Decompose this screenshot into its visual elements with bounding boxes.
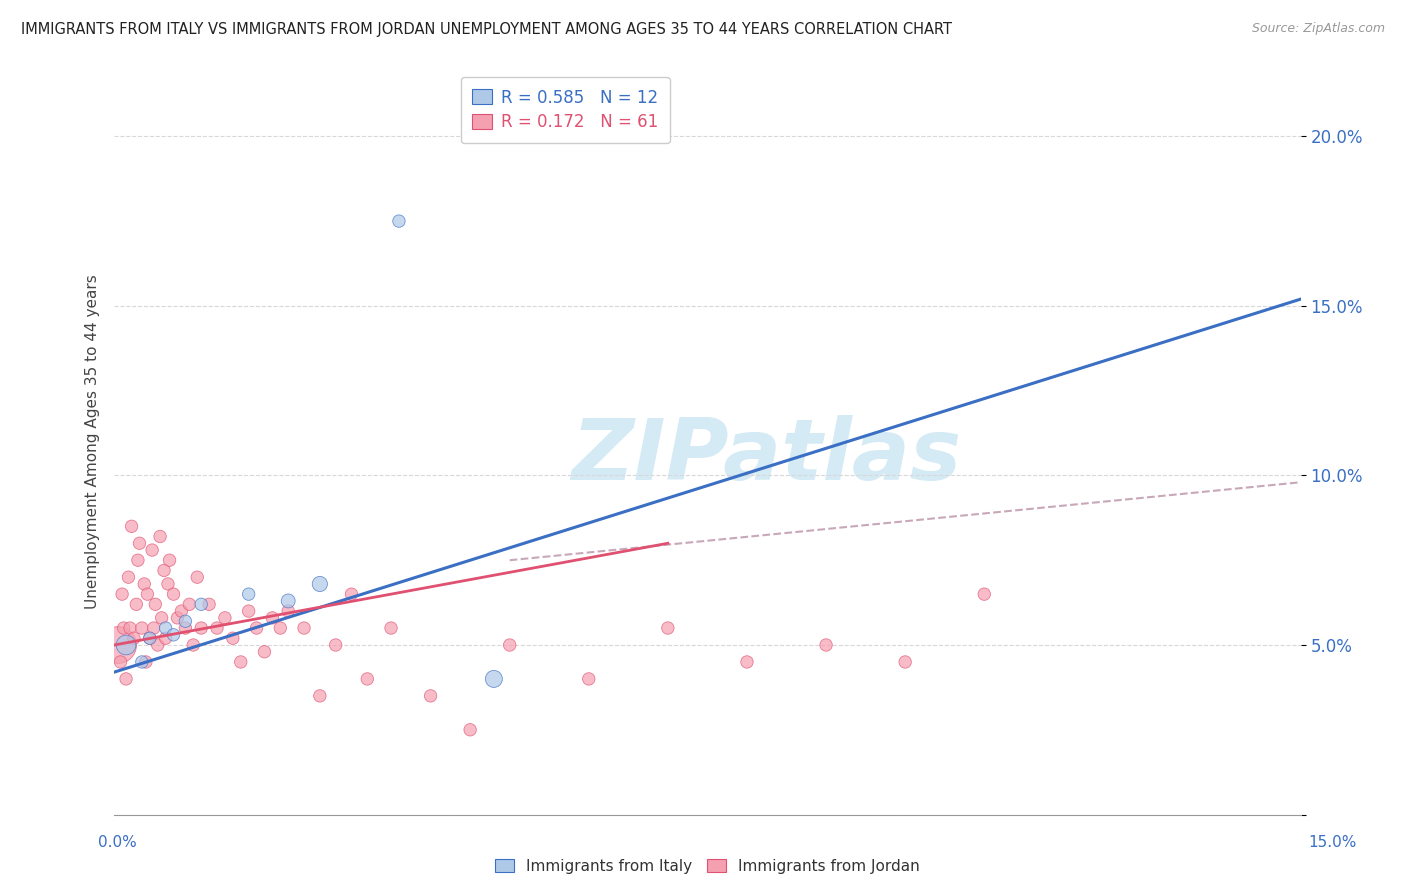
Point [419,689,441,703]
Point [174,621,197,635]
Point [115,672,138,686]
Point [222,631,245,645]
Point [155,631,177,645]
Point [162,587,184,601]
Point [356,672,378,686]
Y-axis label: Unemployment Among Ages 35 to 44 years: Unemployment Among Ages 35 to 44 years [86,274,100,609]
Point [325,638,347,652]
Point [139,631,162,645]
Text: IMMIGRANTS FROM ITALY VS IMMIGRANTS FROM JORDAN UNEMPLOYMENT AMONG AGES 35 TO 44: IMMIGRANTS FROM ITALY VS IMMIGRANTS FROM… [21,22,952,37]
Point [578,672,600,686]
Point [205,621,228,635]
Text: 0.0%: 0.0% [98,836,138,850]
Point [894,655,917,669]
Point [110,655,132,669]
Point [156,577,179,591]
Point [214,611,236,625]
Point [277,604,299,618]
Point [150,611,173,625]
Point [229,655,252,669]
Point [162,628,184,642]
Point [117,570,139,584]
Point [146,638,169,652]
Point [155,621,177,635]
Point [181,638,204,652]
Point [153,563,176,577]
Point [190,621,212,635]
Point [142,621,165,635]
Point [186,570,208,584]
Point [458,723,481,737]
Point [269,621,291,635]
Point [735,655,758,669]
Point [112,621,135,635]
Point [482,672,505,686]
Legend: Immigrants from Italy, Immigrants from Jordan: Immigrants from Italy, Immigrants from J… [488,851,927,881]
Point [198,597,221,611]
Point [308,689,330,703]
Point [277,594,299,608]
Text: Source: ZipAtlas.com: Source: ZipAtlas.com [1251,22,1385,36]
Point [245,621,267,635]
Point [118,621,141,635]
Point [238,587,260,601]
Point [115,638,138,652]
Point [170,604,193,618]
Point [122,631,145,645]
Point [292,621,315,635]
Point [179,597,201,611]
Point [149,529,172,543]
Point [121,519,143,533]
Point [308,577,330,591]
Point [253,645,276,659]
Point [657,621,679,635]
Point [190,597,212,611]
Point [238,604,260,618]
Point [159,553,181,567]
Point [815,638,838,652]
Text: ZIPatlas: ZIPatlas [572,415,962,498]
Point [131,621,153,635]
Point [380,621,402,635]
Point [127,553,149,567]
Point [262,611,284,625]
Point [174,614,197,628]
Point [141,543,163,558]
Point [388,214,411,228]
Point [499,638,522,652]
Point [135,655,157,669]
Point [111,587,134,601]
Point [973,587,995,601]
Point [134,577,156,591]
Point [340,587,363,601]
Point [139,631,162,645]
Text: 15.0%: 15.0% [1309,836,1357,850]
Point [131,655,153,669]
Point [166,611,188,625]
Point [125,597,148,611]
Point [128,536,150,550]
Point [143,597,166,611]
Point [136,587,159,601]
Point [107,638,129,652]
